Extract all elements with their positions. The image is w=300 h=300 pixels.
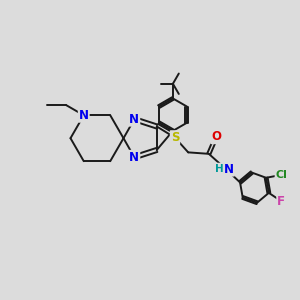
Text: H: H xyxy=(215,164,224,174)
Text: N: N xyxy=(79,109,89,122)
Text: O: O xyxy=(211,130,221,143)
Text: F: F xyxy=(277,195,285,208)
Text: N: N xyxy=(129,113,139,126)
Text: Cl: Cl xyxy=(275,170,287,180)
Text: N: N xyxy=(129,151,139,164)
Text: S: S xyxy=(171,131,179,144)
Text: N: N xyxy=(224,163,234,176)
